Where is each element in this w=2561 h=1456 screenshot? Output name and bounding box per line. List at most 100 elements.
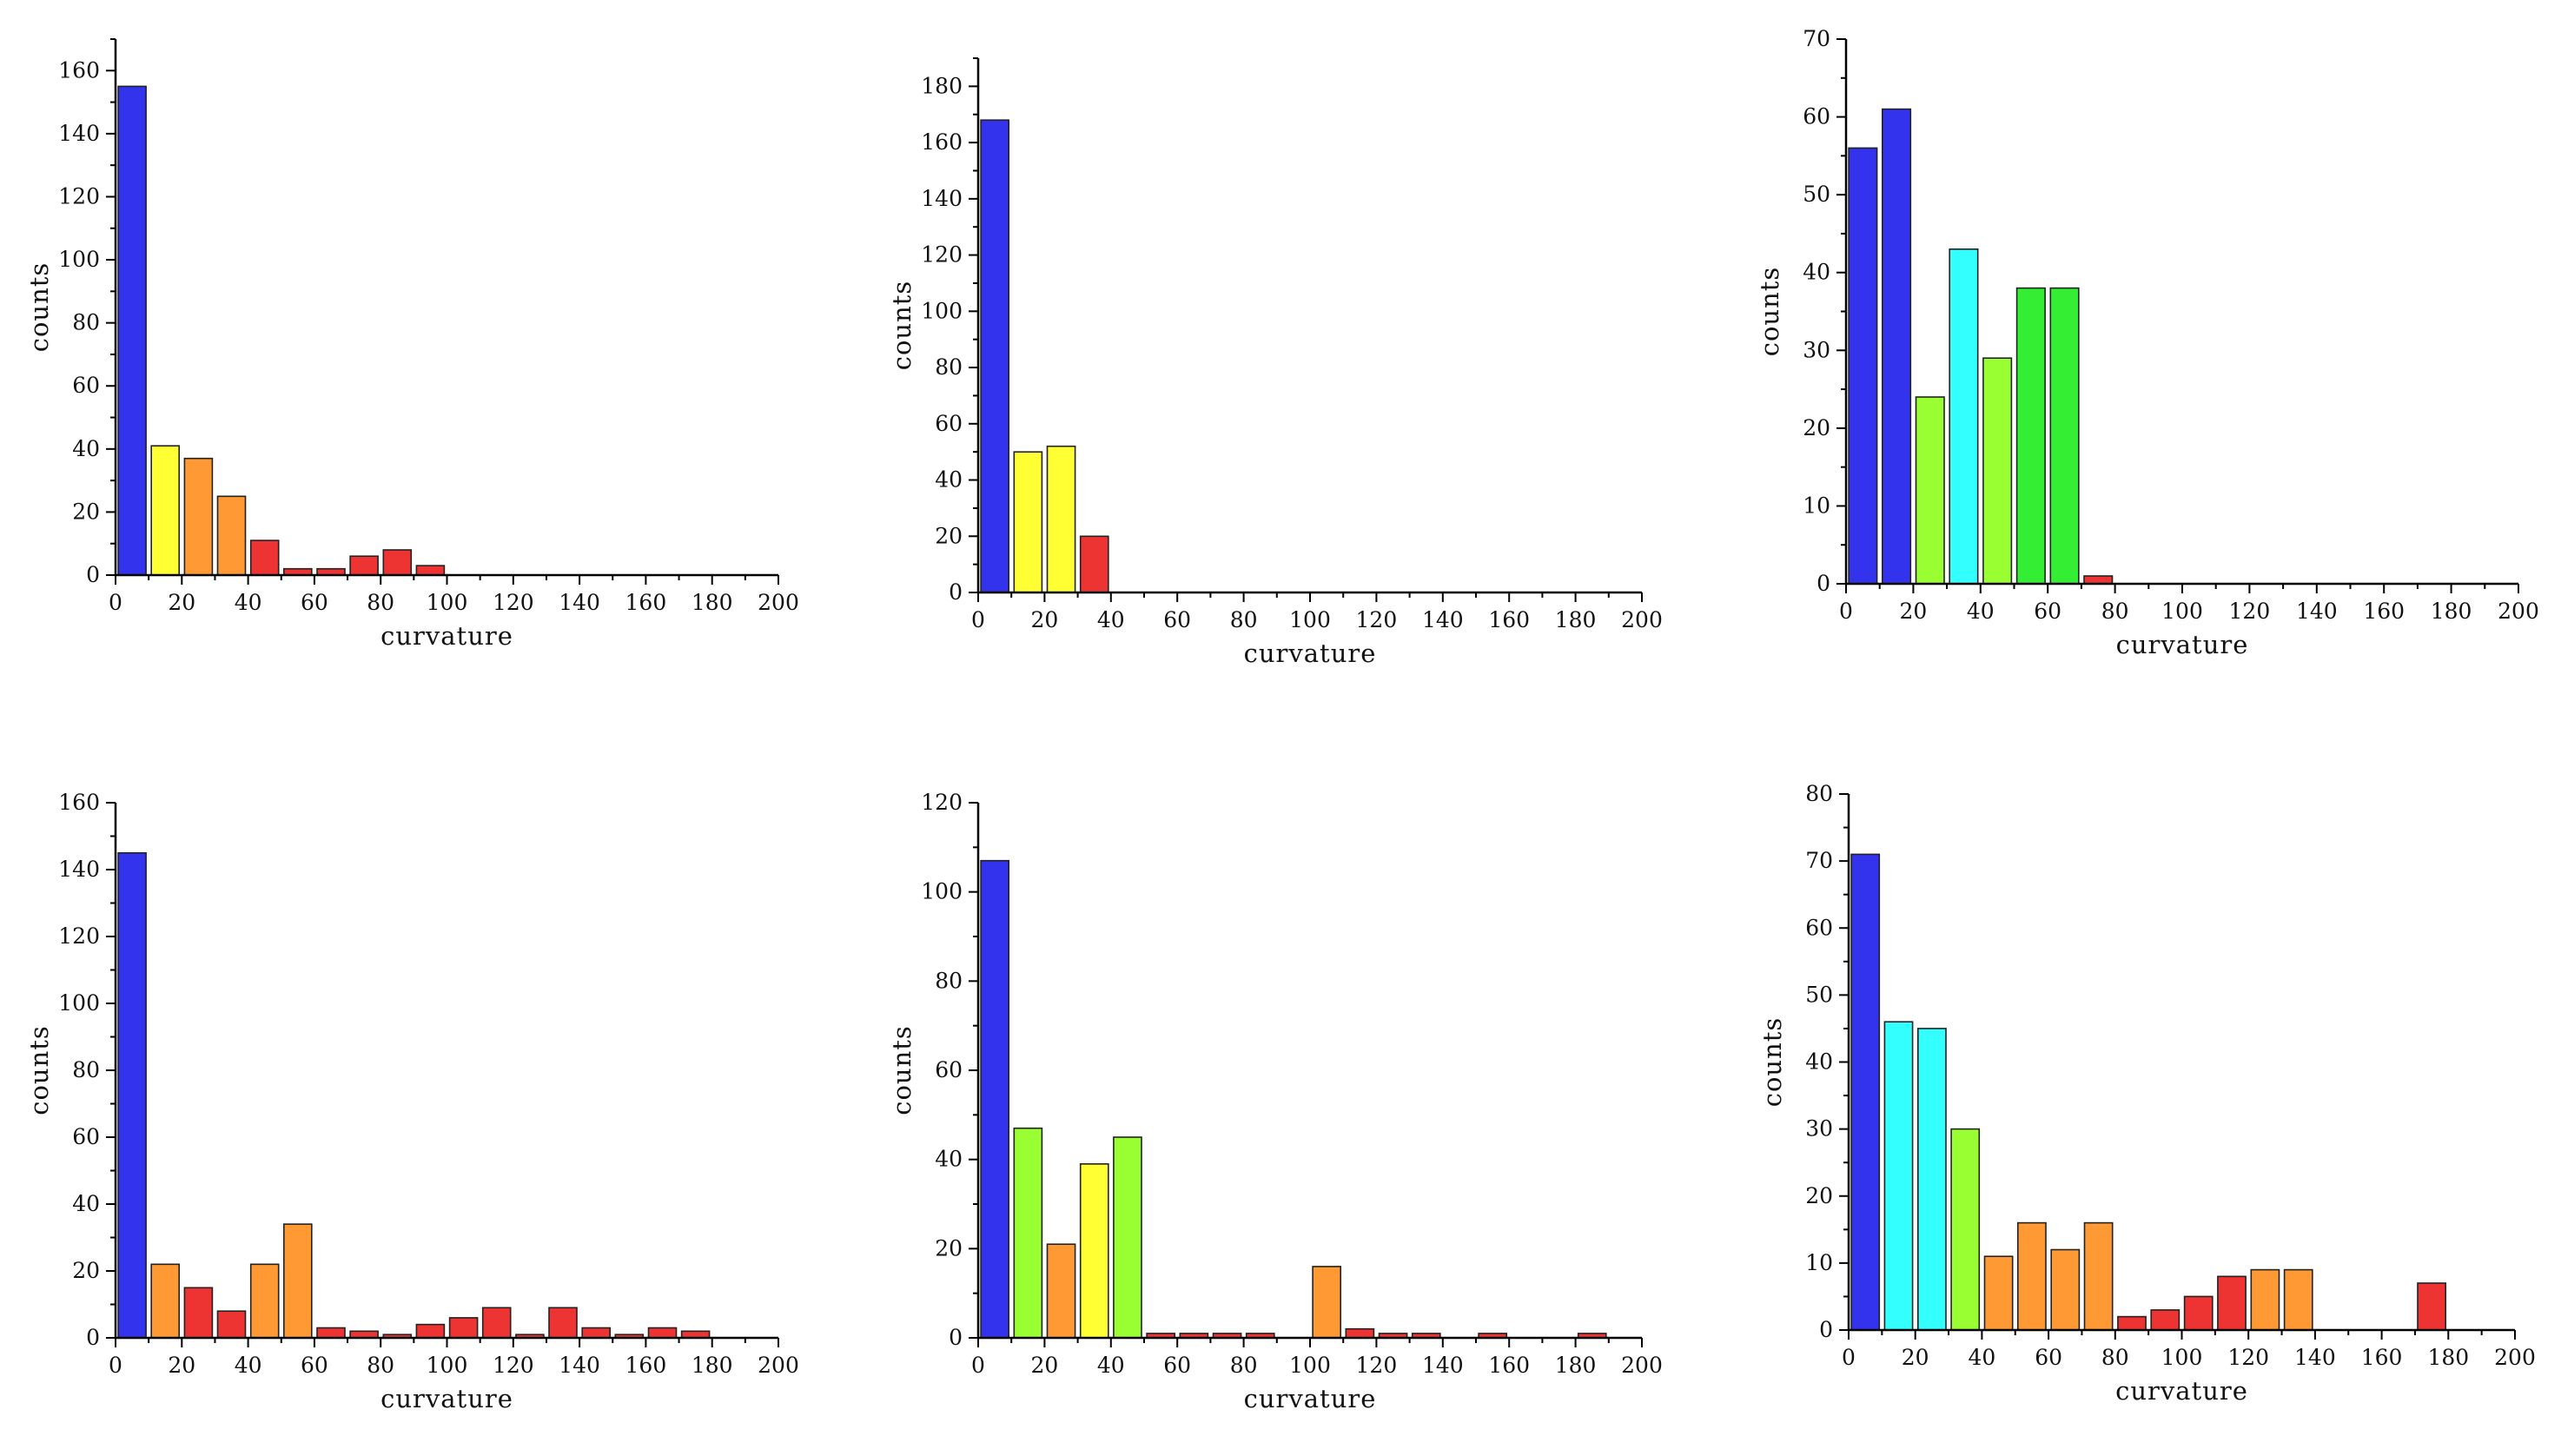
- y-tick-label: 50: [1803, 182, 1830, 207]
- y-tick-label: 100: [58, 990, 100, 1016]
- x-tick-label: 140: [2296, 599, 2338, 624]
- y-tick-label: 0: [86, 562, 100, 587]
- y-tick-label: 30: [1803, 337, 1830, 362]
- y-tick-label: 0: [86, 1325, 100, 1350]
- x-tick-label: 60: [1163, 1353, 1191, 1378]
- bar-10: [1013, 1127, 1043, 1339]
- x-tick-label: 20: [1902, 1345, 1929, 1370]
- bar-110: [1345, 1327, 1375, 1339]
- y-tick-label: 40: [935, 1147, 963, 1172]
- y-tick-label: 60: [72, 373, 100, 398]
- bar-0: [1850, 853, 1881, 1331]
- x-tick-label: 100: [427, 1353, 468, 1378]
- x-tick-label: 80: [367, 590, 394, 615]
- y-tick-label: 0: [1817, 571, 1830, 596]
- x-tick-label: 60: [2035, 1345, 2062, 1370]
- bar-40: [1982, 357, 2013, 585]
- x-tick-label: 20: [1030, 1353, 1058, 1378]
- bar-40: [249, 1263, 280, 1339]
- y-axis-title: counts: [1757, 1017, 1787, 1108]
- y-tick-label: 20: [1803, 415, 1830, 440]
- y-axis-title: counts: [1755, 267, 1784, 357]
- x-tick-label: 40: [235, 1353, 262, 1378]
- bar-20: [1046, 445, 1076, 593]
- x-tick-label: 160: [1488, 1353, 1530, 1378]
- x-tick-label: 80: [2101, 1345, 2129, 1370]
- y-tick-label: 140: [58, 121, 100, 146]
- bar-110: [481, 1307, 512, 1339]
- bar-70: [2083, 1221, 2114, 1331]
- x-tick-label: 180: [2431, 599, 2472, 624]
- x-tick-label: 60: [301, 1353, 328, 1378]
- x-tick-label: 180: [2427, 1345, 2469, 1370]
- y-axis-title: counts: [24, 1025, 54, 1115]
- x-tick-label: 120: [493, 590, 534, 615]
- x-tick-label: 80: [367, 1353, 394, 1378]
- y-tick-label: 70: [1803, 26, 1830, 51]
- y-tick-label: 180: [921, 73, 963, 98]
- y-tick-label: 60: [72, 1124, 100, 1149]
- y-tick-label: 160: [921, 129, 963, 155]
- bar-10: [1883, 1021, 1914, 1331]
- y-axis-title: counts: [887, 281, 917, 371]
- bar-80: [382, 549, 413, 576]
- bar-50: [282, 1223, 313, 1339]
- y-tick-label: 100: [58, 247, 100, 272]
- y-tick-label: 60: [1803, 104, 1830, 129]
- x-axis-title: curvature: [2115, 1376, 2248, 1406]
- bar-130: [2283, 1268, 2313, 1331]
- bar-120: [2250, 1268, 2280, 1331]
- bar-10: [1882, 108, 1912, 585]
- y-tick-label: 120: [921, 790, 963, 815]
- x-tick-label: 120: [493, 1353, 534, 1378]
- chart-4: 0 20 40 60 80 100 120 140 160 180 200 0 20 40 60 80 100 1…: [24, 790, 799, 1413]
- x-tick-label: 40: [1097, 607, 1125, 632]
- x-tick-label: 80: [2101, 599, 2129, 624]
- x-tick-label: 160: [625, 1353, 667, 1378]
- y-tick-label: 50: [1805, 982, 1833, 1007]
- x-tick-label: 40: [1097, 1353, 1125, 1378]
- x-axis-title: curvature: [1244, 1384, 1377, 1413]
- bar-20: [183, 1287, 214, 1339]
- x-tick-label: 200: [2494, 1345, 2536, 1370]
- bar-0: [117, 851, 147, 1339]
- bar-60: [316, 1327, 346, 1339]
- bar-20: [1046, 1243, 1076, 1339]
- bar-10: [1013, 451, 1043, 593]
- x-tick-label: 0: [109, 1353, 122, 1378]
- bar-80: [2117, 1315, 2147, 1331]
- y-tick-label: 120: [58, 183, 100, 208]
- bar-100: [2183, 1295, 2214, 1331]
- x-tick-label: 120: [1356, 1353, 1398, 1378]
- x-tick-label: 160: [2361, 1345, 2403, 1370]
- y-tick-label: 20: [72, 1258, 100, 1283]
- x-tick-label: 20: [168, 590, 195, 615]
- x-tick-label: 40: [1967, 599, 1995, 624]
- x-tick-label: 40: [235, 590, 262, 615]
- y-tick-label: 40: [1803, 260, 1830, 285]
- bar-130: [548, 1307, 578, 1339]
- y-tick-label: 40: [935, 467, 963, 493]
- x-tick-label: 180: [1555, 1353, 1597, 1378]
- x-tick-label: 180: [692, 590, 733, 615]
- bar-90: [415, 1323, 446, 1339]
- x-tick-label: 180: [692, 1353, 733, 1378]
- bar-140: [581, 1327, 612, 1339]
- chart-2: 0 20 40 60 80 100 120 140 160 180 200 0 20 40 60 80 100 1…: [887, 57, 1663, 668]
- bar-20: [1917, 1028, 1947, 1331]
- bar-10: [150, 1263, 180, 1339]
- y-tick-label: 40: [72, 1191, 100, 1216]
- bar-0: [1848, 147, 1878, 585]
- x-axis-title: curvature: [381, 621, 513, 651]
- bar-30: [1950, 1128, 1981, 1331]
- bar-70: [349, 555, 379, 576]
- y-tick-label: 160: [58, 57, 100, 83]
- bar-50: [2015, 287, 2046, 585]
- y-tick-label: 140: [921, 186, 963, 211]
- bar-0: [117, 85, 147, 576]
- bar-20: [1915, 396, 1945, 585]
- x-tick-label: 40: [1968, 1345, 1995, 1370]
- x-tick-label: 0: [109, 590, 122, 615]
- y-tick-label: 0: [949, 1325, 963, 1350]
- y-tick-label: 140: [58, 857, 100, 882]
